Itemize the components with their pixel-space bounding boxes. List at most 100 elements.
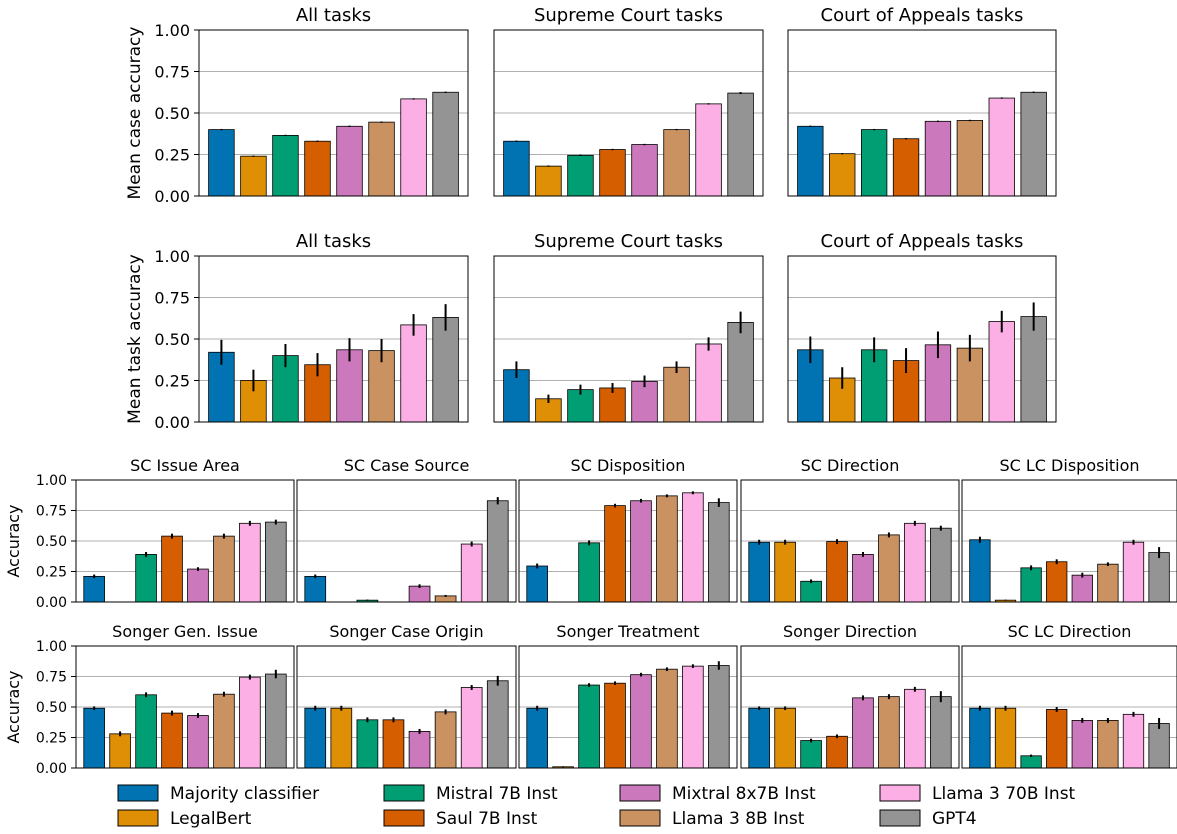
bar — [400, 324, 427, 423]
bar — [1097, 563, 1119, 603]
chart-panel: SC Case Source — [296, 456, 517, 603]
bar — [432, 317, 459, 423]
bar — [708, 502, 730, 603]
bar — [382, 719, 405, 769]
bar — [695, 343, 722, 423]
legend-swatch — [619, 784, 661, 802]
bar — [1122, 713, 1145, 769]
bar — [304, 707, 327, 769]
panel-title: Court of Appeals tasks — [821, 5, 1024, 26]
y-tick-label: 1.00 — [36, 473, 67, 489]
legend-label: LegalBert — [170, 809, 252, 829]
legend-label: Llama 3 8B Inst — [672, 809, 805, 829]
y-tick-label: 1.00 — [36, 639, 67, 655]
bar — [663, 129, 690, 197]
bar — [1122, 541, 1145, 603]
bar — [161, 712, 183, 769]
legend-label: Saul 7B Inst — [436, 809, 538, 829]
bar — [727, 321, 754, 423]
bar — [930, 527, 952, 603]
legend-item: Mixtral 8x7B Inst — [619, 784, 816, 804]
bar — [1071, 720, 1093, 769]
bar — [240, 155, 267, 197]
panel-title: Songer Case Origin — [329, 622, 483, 641]
bar — [272, 135, 299, 197]
bar — [924, 120, 952, 197]
axes-frame — [518, 645, 738, 769]
bar — [161, 535, 183, 603]
panel-title: Songer Treatment — [556, 622, 699, 641]
bar — [1020, 567, 1042, 603]
bar — [956, 120, 984, 197]
bar — [695, 103, 722, 197]
bar — [460, 543, 483, 603]
panel-title: Songer Direction — [783, 622, 917, 641]
y-tick-label: 0.50 — [36, 534, 67, 550]
bar — [1071, 574, 1093, 603]
y-axis-label: Mean case accuracy — [125, 27, 145, 200]
panel-title: SC Issue Area — [130, 456, 240, 475]
bar — [599, 149, 626, 197]
legend-label: Mistral 7B Inst — [436, 784, 558, 804]
y-tick-label: 0.00 — [154, 187, 190, 206]
bar — [1097, 720, 1119, 769]
bar — [878, 534, 900, 603]
legend-item: Llama 3 70B Inst — [879, 784, 1076, 804]
bar — [486, 680, 509, 769]
legend-item: Majority classifier — [117, 784, 319, 804]
y-tick-label: 1.00 — [154, 21, 190, 40]
legend: Majority classifier LegalBert Mistral 7B I… — [117, 784, 1076, 829]
bar — [330, 707, 353, 769]
y-tick-label: 0.75 — [154, 289, 190, 308]
bar — [904, 688, 926, 769]
bar — [969, 707, 991, 769]
bar — [503, 140, 530, 197]
panels: All tasks 0.00 0.25 0.50 0.75 1.00 Mean case a… — [4, 5, 1177, 777]
axes-frame — [296, 645, 517, 769]
chart-panel: Supreme Court tasks — [493, 231, 764, 423]
bar — [599, 387, 626, 423]
y-tick-label: 0.50 — [36, 700, 67, 716]
axes-frame — [493, 29, 764, 197]
bar — [368, 350, 395, 423]
bar — [535, 165, 562, 197]
bar — [1020, 755, 1042, 769]
axes-frame — [518, 479, 738, 603]
bar — [800, 580, 822, 603]
bar — [567, 154, 594, 197]
bar — [630, 500, 652, 603]
bar — [526, 565, 548, 603]
panel-title: Supreme Court tasks — [534, 5, 723, 26]
bar — [526, 707, 548, 769]
bar — [213, 535, 235, 603]
chart-panel: Songer Direction — [740, 622, 960, 769]
bar — [1148, 723, 1170, 769]
bar — [630, 674, 652, 769]
bar — [604, 682, 626, 769]
panel-title: Songer Gen. Issue — [112, 622, 258, 641]
bar — [239, 522, 261, 603]
panel-title: All tasks — [296, 5, 371, 26]
bar — [368, 121, 395, 197]
chart-panel: SC LC Direction — [961, 622, 1177, 769]
legend-item: LegalBert — [117, 809, 252, 829]
bar — [208, 129, 235, 197]
bar — [1020, 91, 1047, 197]
legend-item: Saul 7B Inst — [383, 809, 538, 829]
legend-label: GPT4 — [932, 809, 977, 829]
bar — [460, 687, 483, 769]
bar — [135, 694, 157, 769]
chart-panel: Songer Gen. Issue 0.00 0.25 0.50 0.75 1.00 Acc… — [4, 622, 295, 777]
bar — [682, 665, 704, 769]
bar — [878, 696, 900, 769]
y-tick-label: 0.75 — [36, 504, 67, 520]
bar — [800, 740, 822, 769]
bar — [1046, 709, 1068, 769]
legend-swatch — [117, 809, 159, 827]
legend-label: Majority classifier — [170, 784, 319, 804]
legend-item: Llama 3 8B Inst — [619, 809, 805, 829]
bar — [304, 575, 327, 603]
bar — [631, 380, 658, 423]
bar — [135, 554, 157, 603]
bar — [748, 541, 770, 603]
